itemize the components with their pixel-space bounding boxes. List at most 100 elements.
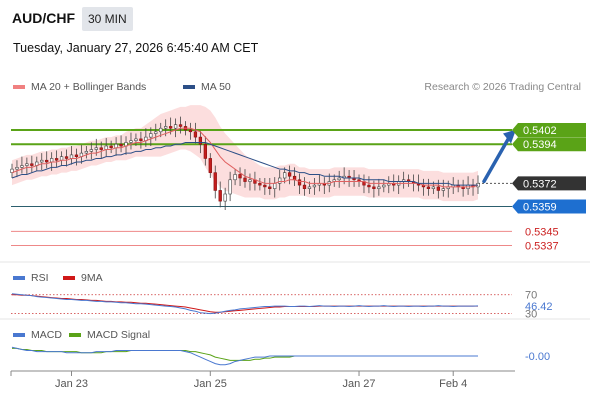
candle-body bbox=[54, 158, 59, 161]
candle-body bbox=[99, 147, 103, 150]
support-label-5: 0.5337 bbox=[525, 241, 559, 253]
rsi-legend-swatch-0 bbox=[13, 276, 25, 280]
candle-body bbox=[129, 140, 133, 143]
rsi-tick-1: 30 bbox=[525, 309, 537, 321]
candle-body bbox=[139, 138, 143, 141]
timeframe-button[interactable]: 30 MIN bbox=[82, 7, 133, 31]
candle-body bbox=[89, 149, 93, 152]
level-tag-1 bbox=[512, 137, 586, 152]
candle-body bbox=[154, 131, 158, 134]
candle-body bbox=[382, 184, 386, 188]
forecast-arrowhead bbox=[503, 129, 516, 144]
candle-body bbox=[248, 179, 252, 182]
candle-body bbox=[228, 179, 232, 195]
candle-body bbox=[243, 177, 247, 182]
candle-body bbox=[287, 172, 292, 177]
candle-body bbox=[203, 143, 207, 159]
price-legend-label-0: MA 20 + Bollinger Bands bbox=[31, 81, 146, 93]
macd-legend-swatch-1 bbox=[69, 333, 81, 337]
forecast-arrow bbox=[482, 135, 511, 184]
level-label-0: 0.5402 bbox=[523, 125, 557, 137]
level-tag-3 bbox=[512, 199, 586, 214]
candle-body bbox=[292, 175, 297, 181]
level-tag-2 bbox=[512, 176, 586, 191]
x-tick-label-0: Jan 23 bbox=[55, 378, 88, 390]
candle-body bbox=[218, 190, 222, 202]
rsi-tick-0: 70 bbox=[525, 290, 537, 302]
x-tick-label-3: Feb 4 bbox=[439, 378, 467, 390]
macd-legend-label-0: MACD bbox=[31, 329, 62, 341]
candle-body bbox=[114, 143, 118, 149]
price-legend-label-1: MA 50 bbox=[201, 81, 231, 93]
ma50-line bbox=[11, 141, 478, 186]
candle-body bbox=[283, 172, 287, 179]
candle-body bbox=[307, 186, 312, 189]
level-tag-0 bbox=[512, 123, 586, 137]
candle-body bbox=[193, 131, 198, 138]
rsi-ma9-line bbox=[12, 294, 478, 313]
rsi-legend-label-1: 9MA bbox=[81, 272, 103, 284]
candle-body bbox=[30, 163, 34, 166]
candle-body bbox=[84, 151, 89, 154]
candle-body bbox=[233, 174, 237, 181]
x-tick-label-1: Jan 25 bbox=[194, 378, 227, 390]
candle-body bbox=[263, 184, 267, 188]
macd-last-label: -0.00 bbox=[525, 351, 550, 363]
candle-body bbox=[40, 159, 44, 163]
candle-body bbox=[178, 124, 183, 127]
candle-body bbox=[25, 163, 29, 166]
candle-body bbox=[238, 174, 242, 179]
rsi-line bbox=[11, 293, 479, 315]
candle-body bbox=[173, 124, 178, 129]
candle-body bbox=[69, 154, 74, 159]
macd-line bbox=[11, 346, 478, 366]
level-label-1: 0.5394 bbox=[523, 139, 557, 151]
candle-body bbox=[74, 154, 79, 157]
candle-body bbox=[109, 145, 113, 149]
candle-body bbox=[337, 177, 341, 181]
macd-legend-swatch-0 bbox=[13, 333, 25, 337]
candle-body bbox=[94, 147, 98, 150]
rsi-legend-swatch-1 bbox=[63, 276, 75, 280]
candle-body bbox=[50, 158, 54, 163]
candle-body bbox=[426, 186, 431, 189]
macd-legend-label-1: MACD Signal bbox=[87, 329, 150, 341]
candle-body bbox=[213, 172, 217, 191]
candle-body bbox=[302, 184, 307, 189]
candle-body bbox=[104, 145, 108, 150]
candle-body bbox=[268, 186, 272, 189]
candle-body bbox=[278, 177, 282, 184]
x-tick-label-2: Jan 27 bbox=[343, 378, 376, 390]
ma20-line bbox=[11, 127, 479, 188]
candle-body bbox=[198, 136, 203, 145]
candle-body bbox=[372, 186, 376, 189]
candle-body bbox=[377, 186, 381, 189]
rsi-legend-label-0: RSI bbox=[31, 272, 49, 284]
candle-body bbox=[20, 165, 24, 168]
credit-label: Research © 2026 Trading Central bbox=[424, 81, 581, 93]
candle-body bbox=[159, 127, 163, 133]
candle-body bbox=[273, 183, 277, 189]
candle-body bbox=[64, 156, 69, 159]
rsi-last-label: 46.42 bbox=[525, 301, 553, 313]
candle-body bbox=[367, 184, 371, 188]
candle-body bbox=[188, 129, 193, 133]
candle-body bbox=[15, 167, 19, 170]
level-label-2: 0.5372 bbox=[523, 178, 557, 190]
candle-body bbox=[312, 184, 317, 188]
candle-body bbox=[223, 193, 227, 202]
candle-body bbox=[149, 133, 153, 138]
candle-body bbox=[59, 156, 64, 161]
level-label-3: 0.5359 bbox=[523, 201, 557, 213]
candle-body bbox=[258, 183, 262, 186]
candle-body bbox=[168, 126, 173, 129]
candle-body bbox=[119, 143, 123, 147]
price-legend-swatch-1 bbox=[183, 85, 195, 89]
candle-body bbox=[297, 179, 302, 186]
bollinger-band bbox=[12, 105, 478, 202]
symbol-label: AUD/CHF bbox=[12, 10, 75, 26]
datetime-label: Tuesday, January 27, 2026 6:45:40 AM CET bbox=[13, 41, 259, 55]
candle-body bbox=[441, 188, 445, 191]
candle-body bbox=[208, 158, 212, 173]
